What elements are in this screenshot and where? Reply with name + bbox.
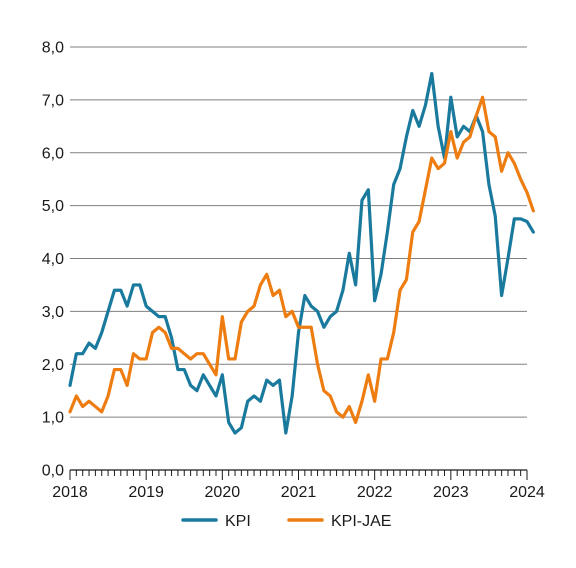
x-tick-label: 2018 bbox=[52, 484, 88, 501]
legend-label-kpi: KPI bbox=[225, 513, 251, 530]
legend-label-kpi-jae: KPI-JAE bbox=[331, 513, 391, 530]
plot-area bbox=[68, 71, 535, 435]
y-tick-label: 5,0 bbox=[42, 198, 64, 215]
x-tick-label: 2022 bbox=[357, 484, 393, 501]
series-line-kpi bbox=[68, 71, 535, 435]
y-tick-label: 3,0 bbox=[42, 304, 64, 321]
y-tick-label: 8,0 bbox=[42, 40, 64, 57]
x-axis: 2018 2019 2020 2021 2022 2023 2024 bbox=[52, 469, 545, 501]
x-tick-label: 2020 bbox=[205, 484, 241, 501]
x-tick-label: 2021 bbox=[281, 484, 317, 501]
y-tick-label: 7,0 bbox=[42, 92, 64, 109]
y-tick-label: 2,0 bbox=[42, 357, 64, 374]
grid bbox=[70, 46, 527, 418]
y-axis: 0,0 1,0 2,0 3,0 4,0 5,0 6,0 7,0 8,0 bbox=[42, 40, 64, 480]
y-tick-label: 6,0 bbox=[42, 145, 64, 162]
x-tick-label: 2024 bbox=[509, 484, 545, 501]
y-tick-label: 0,0 bbox=[42, 463, 64, 480]
y-tick-label: 1,0 bbox=[42, 410, 64, 427]
legend: KPI KPI-JAE bbox=[181, 513, 391, 530]
series-line-kpi-jae bbox=[68, 95, 535, 425]
y-tick-label: 4,0 bbox=[42, 251, 64, 268]
x-tick-label: 2023 bbox=[433, 484, 469, 501]
x-tick-label: 2019 bbox=[128, 484, 164, 501]
